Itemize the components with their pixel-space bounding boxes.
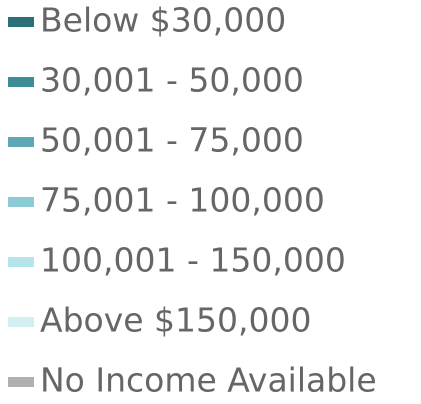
legend-label: 100,001 - 150,000 — [40, 241, 346, 280]
legend-swatch — [8, 17, 34, 27]
legend-label: 30,001 - 50,000 — [40, 61, 304, 100]
legend-label: 75,001 - 100,000 — [40, 181, 325, 220]
legend-swatch — [8, 317, 34, 327]
legend-swatch — [8, 257, 34, 267]
legend-label: Below $30,000 — [40, 1, 286, 40]
legend-swatch — [8, 377, 34, 387]
legend-label: Above $150,000 — [40, 301, 312, 340]
legend-label: No Income Available — [40, 361, 377, 400]
legend-swatch — [8, 137, 34, 147]
legend-label: 50,001 - 75,000 — [40, 121, 304, 160]
legend-swatch — [8, 77, 34, 87]
legend-swatch — [8, 197, 34, 207]
